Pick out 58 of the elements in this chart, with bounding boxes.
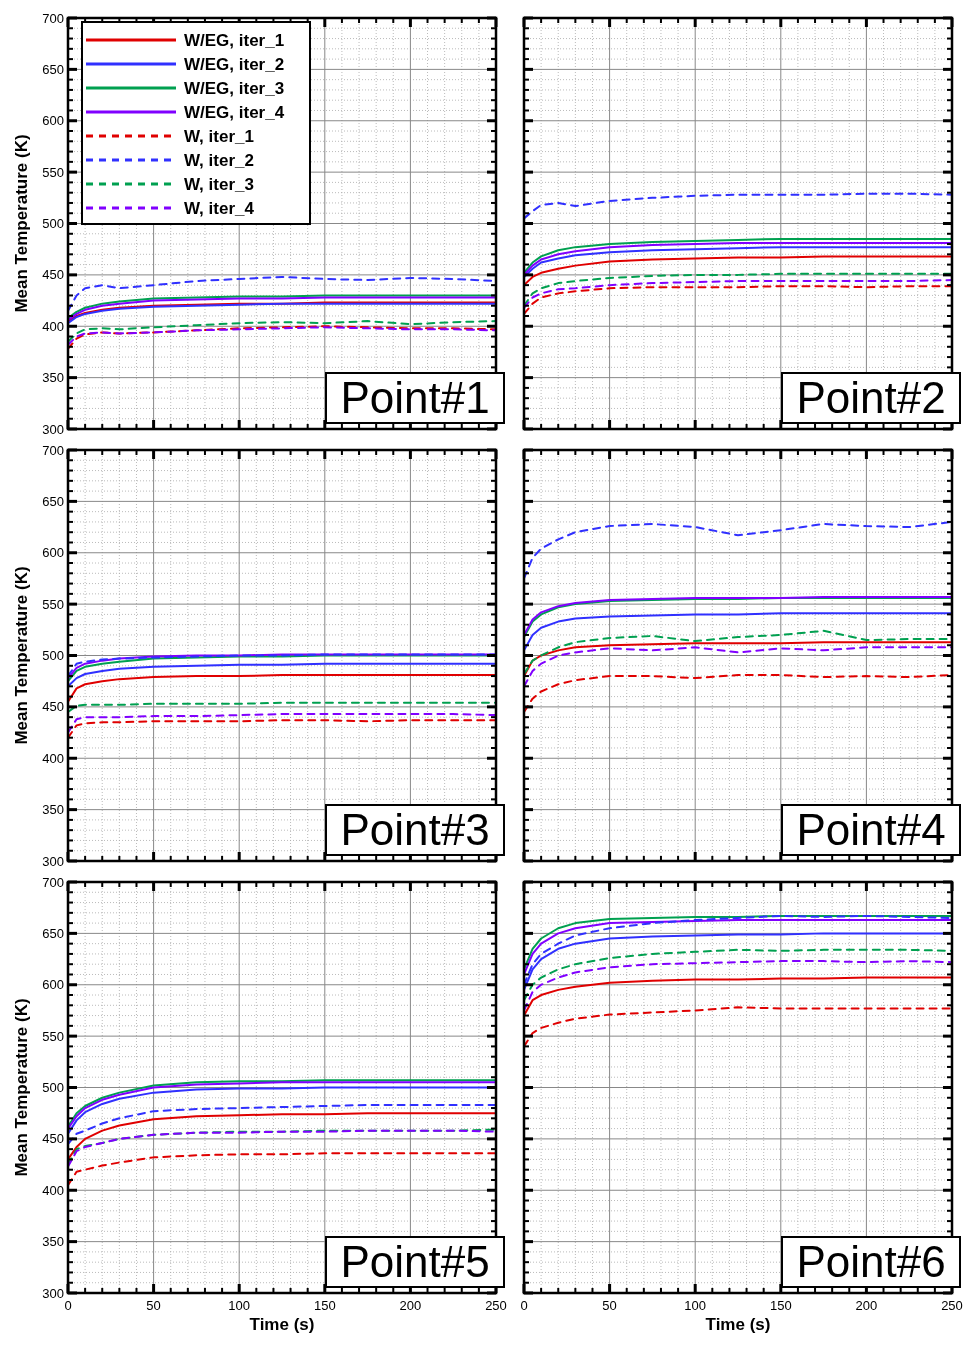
legend-label: W/EG, iter_2 — [184, 54, 285, 74]
y-tick-label: 400 — [42, 1182, 64, 1198]
y-tick-label: 550 — [42, 164, 64, 180]
y-tick-label: 650 — [42, 493, 64, 509]
annotation: Point#1 — [340, 373, 490, 422]
y-tick-label: 650 — [42, 61, 64, 77]
x-tick-label: 100 — [684, 1298, 707, 1313]
x-tick-label: 0 — [64, 1298, 72, 1313]
y-tick-label: 700 — [42, 10, 64, 26]
y-tick-label: 450 — [42, 267, 64, 283]
y-tick-label: 300 — [42, 1285, 64, 1301]
y-tick-label: 700 — [42, 874, 64, 890]
y-tick-label: 500 — [42, 216, 64, 232]
y-tick-label: 550 — [42, 1028, 64, 1044]
x-tick-label: 0 — [520, 1298, 528, 1313]
annotation: Point#2 — [796, 373, 946, 422]
legend-label: W, iter_4 — [184, 198, 255, 218]
x-axis-title: Time (s) — [249, 1315, 315, 1334]
y-tick-label: 350 — [42, 802, 64, 818]
x-tick-label: 150 — [313, 1298, 336, 1313]
x-tick-label: 100 — [228, 1298, 251, 1313]
y-tick-label: 300 — [42, 853, 64, 869]
x-tick-label: 250 — [941, 1298, 963, 1313]
y-tick-label: 550 — [42, 596, 64, 612]
y-tick-label: 400 — [42, 318, 64, 334]
y-tick-label: 450 — [42, 1131, 64, 1147]
x-tick-label: 50 — [602, 1298, 617, 1313]
y-tick-label: 350 — [42, 370, 64, 386]
y-tick-label: 500 — [42, 648, 64, 664]
legend-label: W, iter_1 — [184, 126, 254, 146]
legend-label: W, iter_3 — [184, 174, 254, 194]
y-tick-label: 700 — [42, 442, 64, 458]
x-tick-label: 200 — [399, 1298, 422, 1313]
x-tick-label: 250 — [485, 1298, 507, 1313]
annotation: Point#6 — [796, 1237, 946, 1286]
y-axis-title: Mean Temperature (K) — [12, 134, 31, 313]
y-tick-label: 500 — [42, 1080, 64, 1096]
y-tick-label: 450 — [42, 699, 64, 715]
y-tick-label: 400 — [42, 750, 64, 766]
x-tick-label: 50 — [146, 1298, 161, 1313]
y-tick-label: 600 — [42, 977, 64, 993]
legend-label: W/EG, iter_3 — [184, 78, 285, 98]
x-tick-label: 200 — [855, 1298, 878, 1313]
annotation: Point#3 — [340, 805, 490, 854]
y-tick-label: 300 — [42, 421, 64, 437]
y-axis-title: Mean Temperature (K) — [12, 998, 31, 1177]
y-tick-label: 600 — [42, 545, 64, 561]
y-axis-title: Mean Temperature (K) — [12, 566, 31, 745]
y-tick-label: 350 — [42, 1234, 64, 1250]
annotation: Point#4 — [796, 805, 946, 854]
y-tick-label: 600 — [42, 113, 64, 129]
legend-label: W/EG, iter_4 — [184, 102, 285, 122]
x-axis-title: Time (s) — [705, 1315, 771, 1334]
legend-label: W/EG, iter_1 — [184, 30, 285, 50]
y-tick-label: 650 — [42, 925, 64, 941]
x-tick-label: 150 — [769, 1298, 792, 1313]
annotation: Point#5 — [340, 1237, 490, 1286]
legend-label: W, iter_2 — [184, 150, 254, 170]
